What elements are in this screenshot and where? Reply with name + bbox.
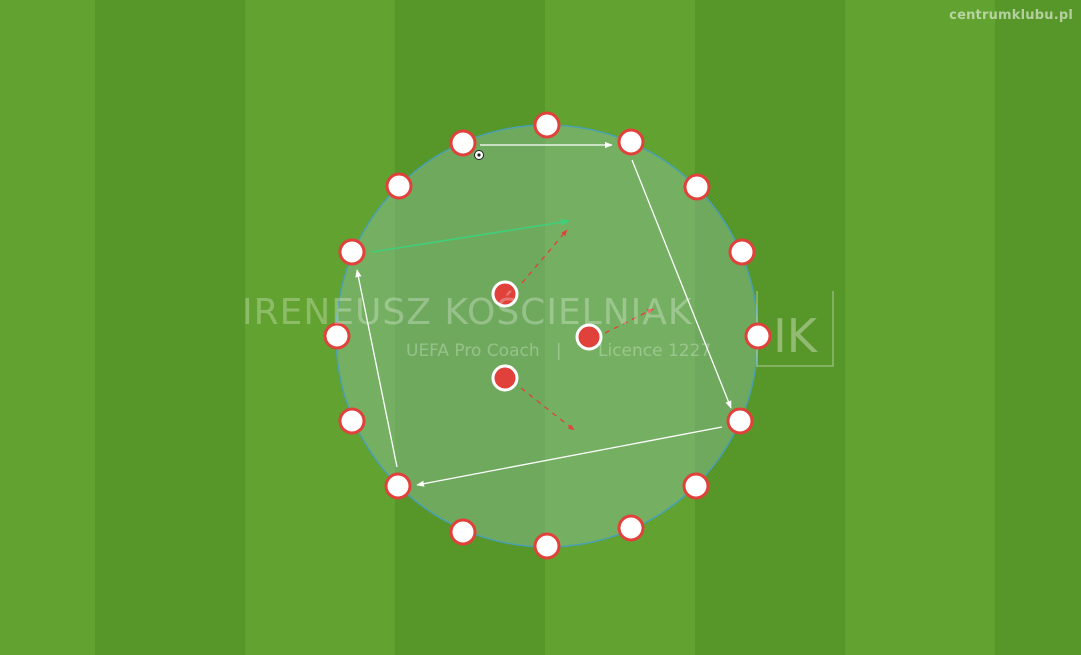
white-player-icon — [449, 518, 477, 546]
watermark-role-text: UEFA Pro Coach — [406, 341, 540, 361]
press-arrow — [604, 308, 654, 334]
press-arrow — [520, 387, 575, 431]
white-player-icon — [533, 532, 561, 560]
red-player-icon — [575, 323, 603, 351]
watermark-separator: | — [555, 341, 562, 361]
white-player-icon — [726, 407, 754, 435]
white-player-icon — [338, 407, 366, 435]
inner-players — [491, 280, 603, 392]
white-player-icon — [728, 238, 756, 266]
red-player-icon — [491, 280, 519, 308]
monogram-text: IK — [773, 309, 819, 363]
run-arrow — [371, 218, 570, 253]
soccer-ball-icon — [474, 150, 484, 160]
white-player-icon — [744, 322, 772, 350]
white-player-icon — [385, 172, 413, 200]
white-player-icon — [617, 514, 645, 542]
watermark-coach-role: UEFA Pro Coach | — [406, 341, 562, 361]
pass-arrow — [631, 159, 732, 409]
white-player-icon — [682, 472, 710, 500]
white-player-icon — [617, 128, 645, 156]
white-player-icon — [449, 129, 477, 157]
pass-arrow — [355, 269, 398, 468]
outer-players — [323, 111, 772, 560]
red-player-icon — [491, 364, 519, 392]
pass-arrows — [355, 141, 732, 487]
white-player-icon — [323, 322, 351, 350]
watermark-licence: Licence 1227 — [598, 341, 712, 361]
white-player-icon — [683, 173, 711, 201]
pass-arrow — [416, 426, 723, 487]
white-player-icon — [533, 111, 561, 139]
press-arrows — [520, 229, 654, 431]
white-player-icon — [384, 472, 412, 500]
white-player-icon — [338, 238, 366, 266]
site-brand: centrumklubu.pl — [949, 8, 1073, 23]
press-arrow — [521, 229, 568, 284]
watermark-coach-name: IRENEUSZ KOŚCIELNIAK — [242, 292, 693, 333]
